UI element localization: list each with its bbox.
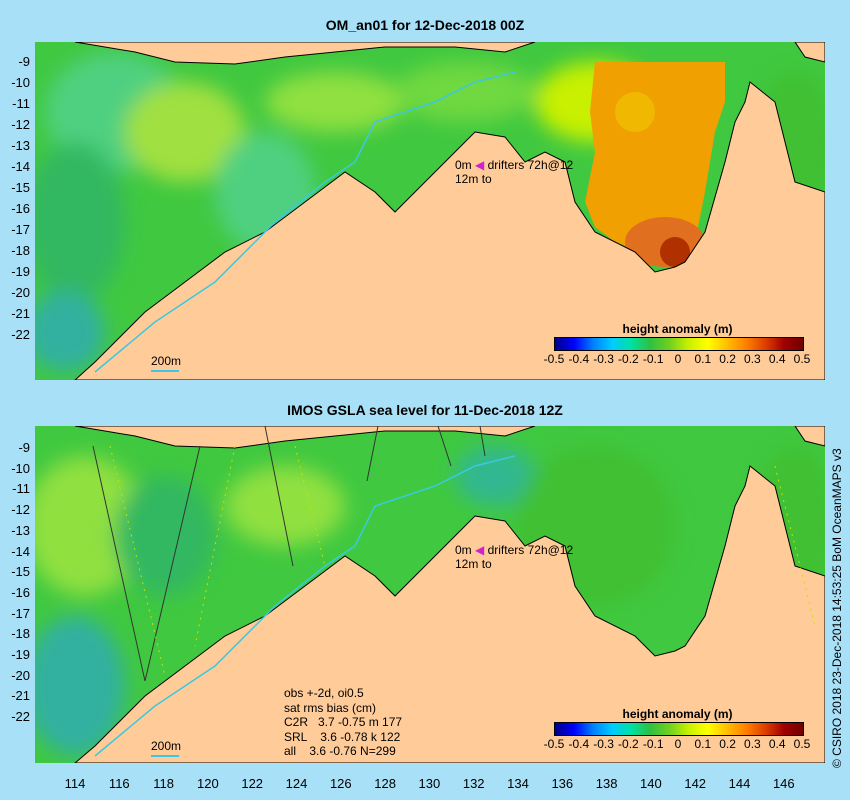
northern-islands bbox=[74, 425, 536, 449]
y-tick-label: -20 bbox=[11, 285, 30, 300]
y-tick-label: -18 bbox=[11, 626, 30, 642]
x-tick-label: 132 bbox=[462, 776, 485, 791]
x-tick-label: 142 bbox=[684, 776, 707, 791]
x-tick-label: 130 bbox=[418, 776, 441, 791]
colorbar-top: height anomaly (m) -0.5 -0.4 -0.3 -0.2 -0.1 0… bbox=[540, 322, 815, 367]
bottom-map-title: IMOS GSLA sea level for 11-Dec-2018 12Z bbox=[287, 402, 563, 418]
colorbar-tick-label: -0.2 bbox=[618, 737, 639, 751]
colorbar-tick-label: -0.4 bbox=[568, 737, 590, 751]
colorbar-tick-label: -0.3 bbox=[593, 737, 614, 751]
x-tick-label: 140 bbox=[640, 776, 662, 791]
y-tick-label: -21 bbox=[11, 688, 30, 704]
bottom-map-svg bbox=[25, 425, 835, 764]
scale-line-bottom bbox=[151, 755, 179, 757]
x-tick-label: 138 bbox=[595, 776, 618, 791]
drifter-legend-bottom: 0m ◀ drifters 72h@12 12m to bbox=[455, 543, 574, 571]
colorbar-tick-label: -0.5 bbox=[543, 352, 565, 366]
x-tick-label: 136 bbox=[551, 776, 574, 791]
y-tick-label: -19 bbox=[11, 264, 30, 279]
top-map-svg bbox=[25, 41, 835, 381]
australia-land bbox=[73, 465, 826, 764]
y-tick-label: -15 bbox=[11, 564, 30, 580]
colorbar-tick-label: 0 bbox=[674, 352, 682, 366]
y-tick-label: -16 bbox=[11, 201, 30, 216]
y-tick-label: -16 bbox=[11, 584, 30, 600]
colorbar-bottom: height anomaly (m) -0.5 -0.4 -0.3 -0.2 -0.1 0… bbox=[540, 707, 815, 752]
isobath-200m bbox=[94, 71, 516, 373]
colorbar-tick-label: 0 bbox=[674, 737, 682, 751]
y-tick-label: -10 bbox=[11, 460, 30, 476]
x-tick-label: 122 bbox=[241, 776, 264, 791]
colorbar-ticks-top: -0.5 -0.4 -0.3 -0.2 -0.1 0 0.1 0.2 0.3 0.4 0.5 bbox=[540, 352, 815, 366]
satellite-tracks bbox=[92, 425, 486, 682]
y-tick-label: -18 bbox=[11, 243, 30, 258]
colorbar-tick-label: 0.5 bbox=[793, 352, 811, 366]
stats-block: obs +-2d, oi0.5 sat rms bias (cm) C2R 3.7 … bbox=[284, 686, 403, 758]
scale-label-top: 200m bbox=[151, 354, 182, 368]
northern-islands bbox=[74, 41, 536, 65]
colorbar-tick-label: -0.1 bbox=[642, 352, 664, 366]
top-map-panel: 0m ◀ drifters 72h@12 12m to 200m height … bbox=[25, 41, 835, 381]
x-tick-label: 120 bbox=[197, 776, 219, 791]
y-tick-label: -21 bbox=[11, 306, 30, 321]
y-tick-label: -22 bbox=[11, 327, 30, 342]
credit-text: © CSIRO 2018 23-Dec-2018 14:53:25 BoM Oc… bbox=[830, 448, 844, 768]
y-tick-label: -14 bbox=[11, 159, 30, 174]
colorbar-tick-label: 0.5 bbox=[793, 737, 811, 751]
colorbar-tick-label: -0.1 bbox=[642, 737, 664, 751]
x-tick-label: 114 bbox=[64, 776, 86, 791]
scale-label-bottom: 200m bbox=[151, 739, 182, 753]
x-tick-label: 146 bbox=[772, 776, 795, 791]
colorbar-tick-label: 0.4 bbox=[768, 352, 786, 366]
colorbar-tick-label: 0.3 bbox=[744, 352, 761, 366]
colorbar-ticks-bottom: -0.5 -0.4 -0.3 -0.2 -0.1 0 0.1 0.2 0.3 0.4 0.5 bbox=[540, 737, 815, 751]
drifter-arrow-icon: ◀ bbox=[475, 158, 485, 172]
y-tick-label: -11 bbox=[12, 96, 30, 111]
colorbar-tick-label: 0.4 bbox=[768, 737, 786, 751]
colorbar-tick-label: 0.2 bbox=[719, 737, 736, 751]
drifter-arrow-icon: ◀ bbox=[475, 543, 485, 557]
bottom-map-panel: 0m ◀ drifters 72h@12 12m to obs +-2d, oi… bbox=[25, 425, 835, 764]
y-tick-label: -17 bbox=[11, 222, 30, 237]
colorbar-tick-label: 0.1 bbox=[694, 352, 712, 366]
y-tick-label: -22 bbox=[11, 709, 30, 725]
colorbar-tick-label: 0.3 bbox=[744, 737, 761, 751]
isobath-200m bbox=[94, 455, 516, 757]
y-axis-top: -9 -10 -11 -12 -13 -14 -15 -16 -17 -18 -19 -20 -21 -2… bbox=[0, 42, 30, 380]
x-tick-label: 144 bbox=[728, 776, 751, 791]
y-tick-label: -14 bbox=[11, 543, 30, 559]
x-tick-label: 124 bbox=[285, 776, 308, 791]
x-tick-label: 116 bbox=[108, 776, 130, 791]
y-tick-label: -9 bbox=[18, 440, 30, 455]
x-tick-label: 118 bbox=[153, 776, 174, 791]
colorbar-tick-label: -0.3 bbox=[593, 352, 614, 366]
x-tick-label: 128 bbox=[374, 776, 396, 791]
y-axis-bottom: -9 -10 -11 -12 -13 -14 -15 -16 -17 -18 -19 -20 -21 -2… bbox=[0, 426, 30, 763]
drifter-legend-top: 0m ◀ drifters 72h@12 12m to bbox=[455, 158, 574, 186]
colorbar-tick-label: 0.1 bbox=[694, 737, 712, 751]
x-tick-label: 134 bbox=[507, 776, 529, 791]
colorbar-tick-label: -0.5 bbox=[543, 737, 565, 751]
y-tick-label: -12 bbox=[11, 117, 30, 132]
australia-land bbox=[73, 81, 826, 381]
colorbar-tick-label: -0.4 bbox=[568, 352, 590, 366]
x-axis: 114 116 118 120 122 124 126 128 130 132 134 136 138 1… bbox=[35, 776, 825, 794]
y-tick-label: -9 bbox=[18, 54, 30, 69]
scale-line-top bbox=[151, 370, 179, 372]
colorbar-tick-label: 0.2 bbox=[719, 352, 736, 366]
y-tick-label: -10 bbox=[11, 75, 30, 90]
y-tick-label: -11 bbox=[12, 481, 30, 497]
top-map-title: OM_an01 for 12-Dec-2018 00Z bbox=[325, 17, 525, 33]
y-tick-label: -15 bbox=[11, 180, 30, 195]
x-tick-label: 126 bbox=[329, 776, 352, 791]
y-tick-label: -19 bbox=[11, 647, 30, 662]
y-tick-label: -20 bbox=[11, 667, 30, 683]
y-tick-label: -13 bbox=[11, 138, 30, 153]
y-tick-label: -12 bbox=[11, 502, 30, 518]
y-tick-label: -13 bbox=[11, 522, 30, 538]
colorbar-tick-label: -0.2 bbox=[618, 352, 639, 366]
y-tick-label: -17 bbox=[11, 605, 30, 621]
